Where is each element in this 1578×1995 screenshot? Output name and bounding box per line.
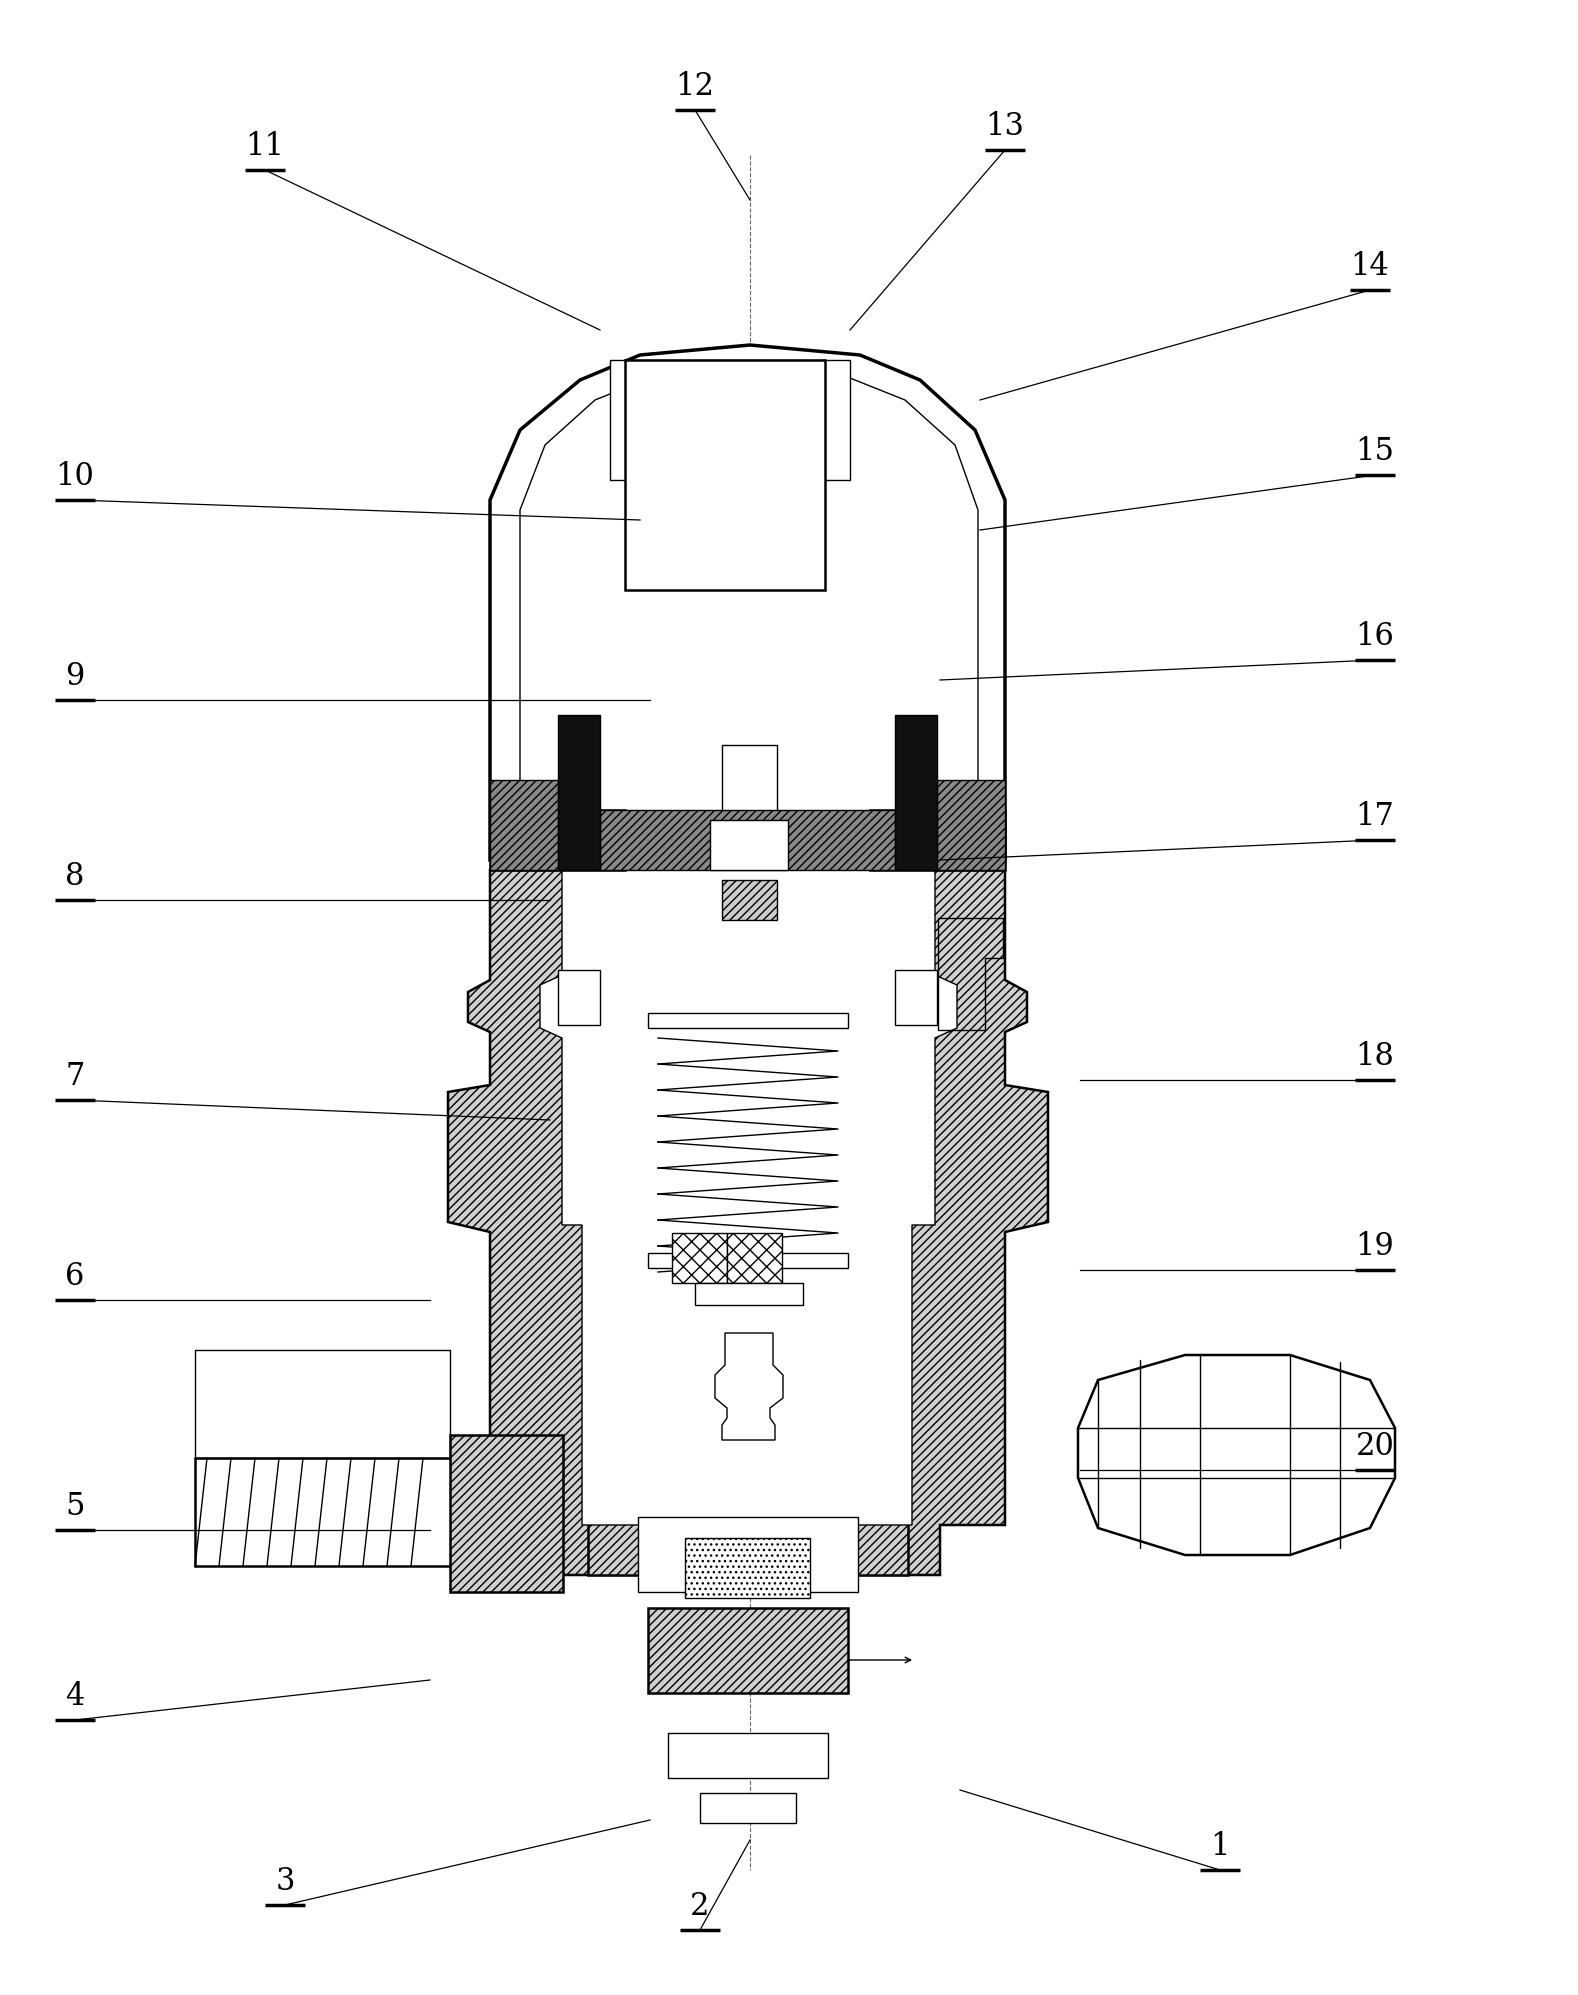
Text: 1: 1 <box>1210 1831 1229 1861</box>
Bar <box>685 1538 810 1598</box>
Bar <box>559 714 600 870</box>
Bar <box>701 1794 795 1823</box>
Text: 2: 2 <box>690 1891 710 1921</box>
Text: 8: 8 <box>65 862 85 892</box>
Text: 14: 14 <box>1351 251 1389 281</box>
Bar <box>895 970 937 1025</box>
Bar <box>694 1283 803 1305</box>
Text: 3: 3 <box>275 1865 295 1897</box>
Bar <box>727 1233 783 1283</box>
Text: 9: 9 <box>65 660 85 692</box>
Polygon shape <box>491 810 625 870</box>
Text: 20: 20 <box>1356 1430 1395 1462</box>
Bar <box>667 1734 828 1778</box>
Text: 6: 6 <box>65 1261 85 1293</box>
Bar <box>649 1608 847 1694</box>
Polygon shape <box>491 345 1005 860</box>
Polygon shape <box>540 870 956 1524</box>
Polygon shape <box>869 810 1005 870</box>
Bar <box>491 780 559 870</box>
Polygon shape <box>448 870 1048 1574</box>
Text: 7: 7 <box>65 1061 85 1091</box>
Bar <box>895 714 937 870</box>
Bar <box>710 820 787 870</box>
Bar <box>638 1516 858 1592</box>
Bar <box>672 1233 727 1283</box>
Text: 12: 12 <box>675 72 715 102</box>
Bar <box>937 780 1005 870</box>
Text: 5: 5 <box>65 1490 85 1522</box>
Text: 10: 10 <box>55 461 95 493</box>
Bar <box>649 1253 847 1269</box>
Bar <box>723 880 776 920</box>
Bar <box>625 359 825 591</box>
Text: 18: 18 <box>1356 1041 1395 1071</box>
Text: 17: 17 <box>1356 802 1395 832</box>
Text: 13: 13 <box>986 112 1024 142</box>
Bar <box>723 744 776 820</box>
Polygon shape <box>715 1333 783 1440</box>
Bar <box>611 359 851 481</box>
Bar <box>559 970 600 1025</box>
Bar <box>649 1013 847 1027</box>
Polygon shape <box>1078 1355 1395 1554</box>
Text: 19: 19 <box>1356 1231 1395 1263</box>
Text: 11: 11 <box>246 132 284 162</box>
Bar <box>634 415 814 501</box>
Text: 16: 16 <box>1356 620 1395 652</box>
Polygon shape <box>450 1434 563 1592</box>
Bar <box>589 1371 907 1574</box>
Bar <box>600 810 895 870</box>
Bar <box>196 1351 450 1458</box>
Text: 4: 4 <box>65 1682 85 1712</box>
Text: 15: 15 <box>1356 437 1395 467</box>
